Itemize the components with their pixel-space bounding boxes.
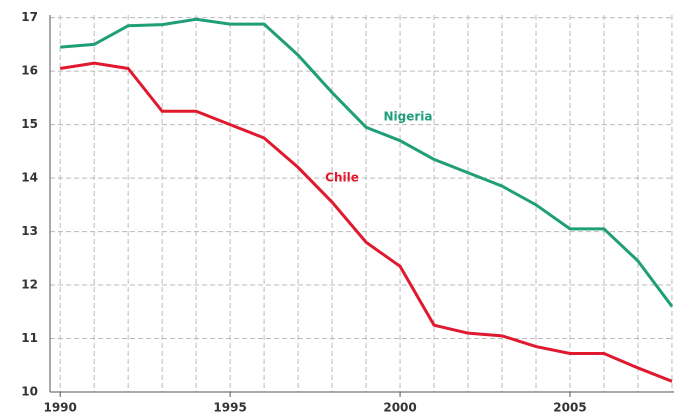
x-tick-label: 1990 bbox=[43, 401, 76, 415]
series-label: Chile bbox=[325, 171, 359, 185]
y-tick-label: 11 bbox=[21, 331, 38, 345]
x-tick-label: 2000 bbox=[383, 401, 416, 415]
series-label: Nigeria bbox=[383, 110, 432, 124]
y-tick-label: 17 bbox=[21, 10, 38, 24]
y-tick-label: 16 bbox=[21, 64, 38, 78]
x-tick-label: 1995 bbox=[213, 401, 246, 415]
y-tick-label: 13 bbox=[21, 224, 38, 238]
y-tick-label: 12 bbox=[21, 278, 38, 292]
series-line bbox=[59, 61, 673, 383]
y-tick-label: 10 bbox=[21, 385, 38, 399]
x-tick-label: 2005 bbox=[553, 401, 586, 415]
series-line bbox=[60, 17, 674, 308]
y-tick-label: 14 bbox=[21, 171, 38, 185]
y-tick-label: 15 bbox=[21, 117, 38, 131]
